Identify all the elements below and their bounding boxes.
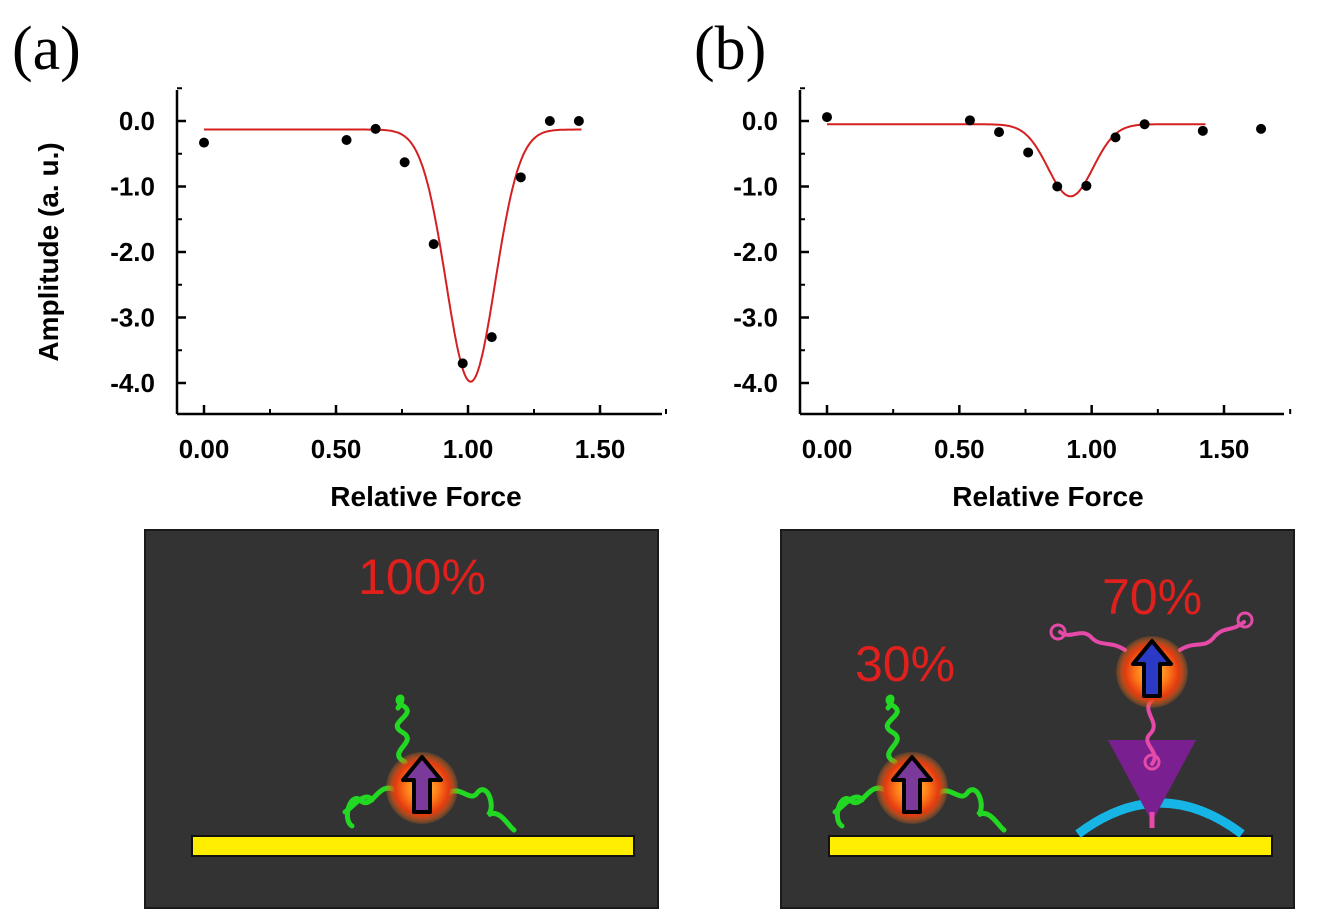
pink-loop-icon <box>1143 753 1161 771</box>
x-tick-label: 0.00 <box>802 434 853 464</box>
diagram-b-percent-left: 30% <box>855 636 955 692</box>
data-point <box>370 123 381 134</box>
pink-loop-icon <box>1049 623 1067 641</box>
y-tick-label: -1.0 <box>733 172 778 202</box>
data-point <box>341 134 352 145</box>
diagram-a-percent: 100% <box>358 549 486 605</box>
data-point <box>822 112 832 123</box>
y-tick-label: -3.0 <box>733 303 778 333</box>
chart-b-x-title: Relative Force <box>952 481 1143 512</box>
gold-substrate-icon <box>191 835 635 857</box>
x-tick-label: 1.50 <box>575 434 626 464</box>
data-point <box>1197 125 1208 136</box>
y-tick-label: -2.0 <box>733 237 778 267</box>
diagram-b: 30% 70% <box>780 529 1295 909</box>
data-point <box>457 358 468 369</box>
data-point <box>1256 123 1267 134</box>
data-point <box>1081 180 1092 191</box>
y-tick-label: -4.0 <box>733 368 778 398</box>
y-tick-label: 0.0 <box>742 106 778 136</box>
data-point <box>515 172 526 183</box>
magnetic-moment-arrow-icon <box>401 755 443 814</box>
y-tick-label: -3.0 <box>110 303 155 333</box>
x-tick-label: 1.50 <box>1199 434 1250 464</box>
data-point <box>1139 119 1150 130</box>
chart-a-x-title: Relative Force <box>330 481 521 512</box>
data-point <box>964 115 975 126</box>
data-point <box>994 127 1005 138</box>
data-point <box>544 116 555 126</box>
x-tick-label: 0.50 <box>311 434 362 464</box>
data-point <box>486 332 497 343</box>
green-polymer-icon <box>832 694 1007 833</box>
data-point <box>199 137 209 148</box>
chart-b-fit-curve <box>827 123 1206 198</box>
magnetic-moment-arrow-icon <box>1131 639 1173 698</box>
diagram-b-percent-right: 70% <box>1102 569 1202 625</box>
data-point <box>1110 132 1121 143</box>
y-tick-label: 0.0 <box>119 106 155 136</box>
data-point <box>399 157 410 168</box>
x-tick-label: 0.50 <box>934 434 985 464</box>
diagram-a: 100% <box>144 529 659 909</box>
data-point <box>1052 181 1063 192</box>
pink-loop-icon <box>1236 611 1254 629</box>
green-polymer-icon <box>342 694 517 833</box>
gold-substrate-icon <box>828 835 1273 857</box>
y-tick-label: -1.0 <box>110 172 155 202</box>
data-point <box>573 116 584 126</box>
magnetic-moment-arrow-icon <box>891 755 933 814</box>
y-tick-label: -4.0 <box>110 368 155 398</box>
chart-a-fit-curve <box>204 128 582 383</box>
chart-a: 0.0 -1.0 -2.0 -3.0 -4.0 0.00 0.50 1.00 1.50 Rel… <box>33 87 667 512</box>
chart-a-y-title: Amplitude (a. u.) <box>33 142 64 361</box>
panel-b-label: (b) <box>694 15 767 83</box>
x-tick-label: 1.00 <box>443 434 494 464</box>
data-point <box>428 239 439 250</box>
panel-a-label: (a) <box>12 15 81 83</box>
y-tick-label: -2.0 <box>110 237 155 267</box>
x-tick-label: 1.00 <box>1066 434 1117 464</box>
antibody-triangle-icon <box>1108 740 1196 822</box>
chart-b: 0.0 -1.0 -2.0 -3.0 -4.0 0.00 0.50 1.00 1.50 Rel… <box>733 87 1292 512</box>
x-tick-label: 0.00 <box>179 434 230 464</box>
data-point <box>1023 147 1034 158</box>
